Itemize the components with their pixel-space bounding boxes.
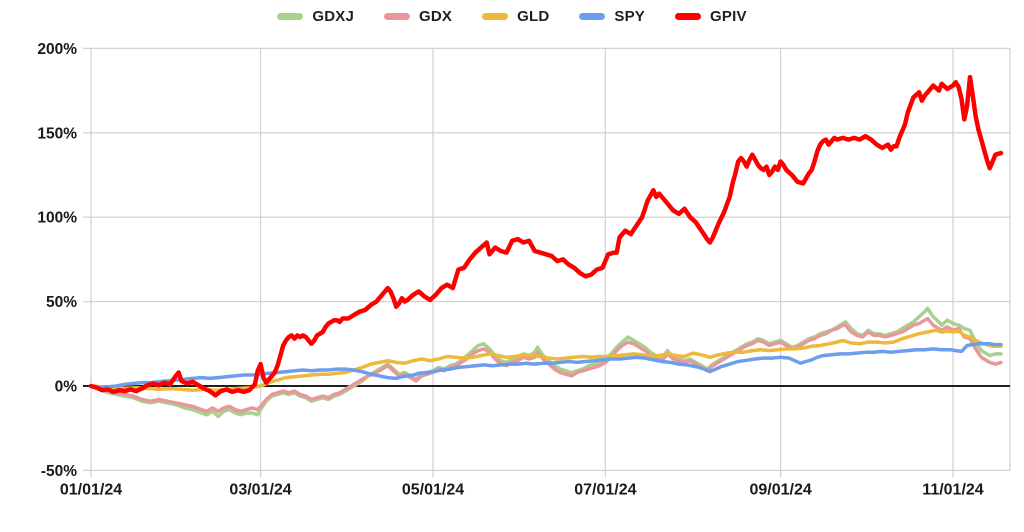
x-axis-tick-label: 05/01/24	[402, 481, 464, 498]
legend-item-spy[interactable]: SPY	[579, 8, 645, 25]
spy-line	[89, 342, 1003, 390]
legend-label: GDX	[419, 8, 453, 25]
legend-item-gdx[interactable]: GDX	[384, 8, 452, 25]
legend-swatch-gpiv	[675, 13, 701, 20]
chart-legend: GDXJ GDX GLD SPY GPIV	[0, 8, 1024, 25]
legend-item-gdxj[interactable]: GDXJ	[277, 8, 354, 25]
gdx-line	[89, 316, 1003, 414]
y-axis-tick-label: 150%	[37, 125, 77, 142]
legend-swatch-gld	[482, 13, 509, 20]
y-axis-tick-label: 50%	[46, 294, 77, 311]
legend-item-gpiv[interactable]: GPIV	[675, 8, 747, 25]
x-axis-tick-label: 03/01/24	[229, 481, 291, 498]
x-axis-tick-label: 07/01/24	[574, 481, 636, 498]
legend-swatch-gdxj	[277, 13, 304, 20]
x-axis-tick-label: 09/01/24	[749, 481, 811, 498]
legend-label: GLD	[517, 8, 550, 25]
x-axis-tick-label: 11/01/24	[922, 481, 984, 498]
x-axis-tick-label: 01/01/24	[60, 481, 122, 498]
legend-label: GPIV	[710, 8, 747, 25]
y-axis-tick-label: -50%	[41, 463, 77, 480]
legend-label: GDXJ	[312, 8, 354, 25]
y-axis-tick-label: 200%	[37, 41, 77, 58]
legend-label: SPY	[614, 8, 645, 25]
legend-swatch-spy	[579, 13, 606, 20]
legend-item-gld[interactable]: GLD	[482, 8, 549, 25]
y-axis-tick-label: 100%	[37, 210, 77, 227]
gld-line	[89, 328, 1003, 392]
y-axis-tick-label: 0%	[55, 379, 78, 396]
gpiv-line	[88, 74, 1004, 398]
legend-swatch-gdx	[384, 13, 410, 20]
